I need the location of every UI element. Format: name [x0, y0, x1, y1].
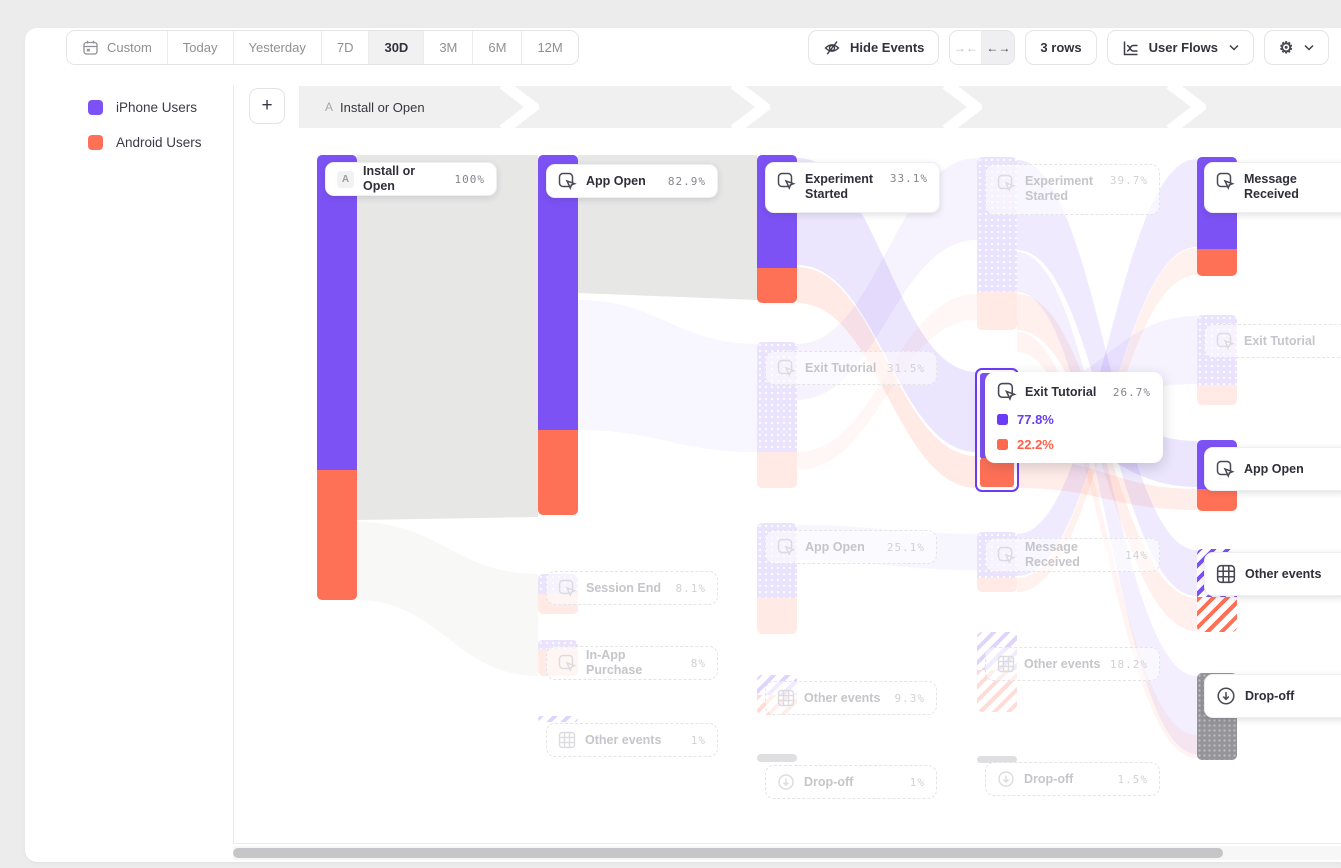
event-icon — [997, 382, 1017, 402]
event-icon — [777, 172, 796, 191]
legend-label: iPhone Users — [116, 100, 198, 115]
tooltip-android-row: 22.2% — [997, 437, 1151, 452]
node-card-drop-off[interactable]: Drop-off 1.5% — [985, 762, 1160, 796]
collapse-expand-toggle: →← ←→ — [949, 30, 1016, 65]
settings-dropdown[interactable]: ⚙ — [1263, 30, 1330, 65]
segment-iphone — [538, 155, 578, 430]
drop-off-icon — [777, 773, 795, 791]
step-breadcrumb-bar[interactable]: A Install or Open — [299, 86, 1341, 128]
node-bar-install-or-open[interactable] — [317, 155, 357, 600]
grid-icon — [997, 655, 1015, 673]
user-flows-chart-icon — [1122, 39, 1140, 57]
node-card-other-events[interactable]: Other events — [1204, 552, 1341, 596]
event-icon — [1216, 332, 1235, 351]
node-card-other-events[interactable]: Other events 9.3% — [765, 681, 937, 715]
step-chevron-icon — [1166, 86, 1206, 128]
legend-item-iphone-users[interactable]: iPhone Users — [88, 100, 197, 115]
iphone-users-swatch — [88, 100, 103, 115]
legend-item-android-users[interactable]: Android Users — [88, 135, 202, 150]
event-icon — [997, 546, 1016, 565]
node-bar-other-events-faded[interactable] — [538, 716, 578, 722]
android-users-swatch — [997, 439, 1008, 450]
calendar-icon — [82, 39, 99, 56]
drop-off-icon — [1216, 686, 1236, 706]
view-type-dropdown[interactable]: User Flows — [1106, 30, 1254, 65]
chevron-down-icon — [1229, 44, 1239, 51]
node-card-session-end[interactable]: Session End 8.1% — [546, 571, 718, 605]
segment-android — [1197, 489, 1237, 511]
node-card-exit-tutorial[interactable]: Exit Tutorial — [1204, 324, 1341, 358]
drop-off-icon — [997, 770, 1015, 788]
bottom-divider — [233, 843, 1341, 844]
node-card-drop-off[interactable]: Drop-off 1% — [765, 765, 937, 799]
date-range-7d[interactable]: 7D — [321, 31, 370, 64]
node-card-other-events[interactable]: Other events 18.2% — [985, 647, 1160, 681]
iphone-users-swatch — [997, 414, 1008, 425]
date-range-3m[interactable]: 3M — [424, 31, 474, 64]
gear-icon: ⚙ — [1278, 39, 1294, 57]
date-range-label: Custom — [107, 40, 152, 55]
horizontal-scrollbar[interactable] — [233, 846, 1341, 860]
android-users-swatch — [88, 135, 103, 150]
grid-icon — [1216, 564, 1236, 584]
event-icon — [997, 174, 1016, 193]
step-chevron-icon — [730, 86, 770, 128]
chevron-down-icon — [1304, 44, 1314, 51]
sidebar-divider — [233, 85, 234, 843]
eye-off-icon — [823, 39, 841, 57]
node-card-in-app-purchase[interactable]: In-App Purchase 8% — [546, 646, 718, 680]
segment-android — [1197, 249, 1237, 276]
collapse-columns-button[interactable]: →← — [950, 31, 983, 64]
node-bar-app-open[interactable] — [538, 155, 578, 515]
date-range-yesterday[interactable]: Yesterday — [233, 31, 322, 64]
event-icon — [558, 172, 577, 191]
add-step-button[interactable]: + — [249, 88, 285, 124]
toolbar-right: Hide Events →← ←→ 3 rows User Flows ⚙ — [808, 30, 1330, 65]
segment-iphone — [317, 155, 357, 470]
event-icon — [1216, 460, 1235, 479]
node-card-app-open[interactable]: App Open — [1204, 447, 1341, 491]
expand-columns-button[interactable]: ←→ — [982, 31, 1015, 64]
node-card-message-received[interactable]: Message Received — [1204, 162, 1341, 213]
date-range-12m[interactable]: 12M — [522, 31, 578, 64]
step-chevron-icon — [942, 86, 982, 128]
segment-android — [757, 268, 797, 303]
node-card-other-events[interactable]: Other events 1% — [546, 723, 718, 757]
event-icon — [777, 359, 796, 378]
segment-android — [538, 430, 578, 515]
event-icon — [1216, 172, 1235, 191]
node-card-message-received[interactable]: Message Received 14% — [985, 538, 1160, 572]
date-range-6m[interactable]: 6M — [473, 31, 523, 64]
grid-icon — [777, 689, 795, 707]
step-chevron-icon — [499, 86, 539, 128]
scrollbar-thumb[interactable] — [233, 848, 1223, 858]
hide-events-button[interactable]: Hide Events — [808, 30, 940, 65]
event-icon — [777, 538, 796, 557]
rows-button[interactable]: 3 rows — [1025, 30, 1097, 65]
node-card-experiment-started[interactable]: Experiment Started 33.1% — [765, 162, 940, 213]
node-card-exit-tutorial[interactable]: Exit Tutorial 31.5% — [765, 351, 937, 385]
node-card-drop-off[interactable]: Drop-off — [1204, 674, 1341, 718]
legend-label: Android Users — [116, 135, 202, 150]
node-card-experiment-started[interactable]: Experiment Started 39.7% — [985, 164, 1160, 215]
node-card-app-open[interactable]: App Open 25.1% — [765, 530, 937, 564]
date-range-30d[interactable]: 30D — [369, 31, 425, 64]
breadcrumb: A Install or Open — [325, 99, 425, 115]
date-range-custom[interactable]: Custom — [67, 31, 168, 64]
step-a-badge: A — [337, 170, 354, 188]
node-card-install-or-open[interactable]: A Install or Open 100% — [325, 162, 497, 196]
date-range-today[interactable]: Today — [167, 31, 234, 64]
grid-icon — [558, 731, 576, 749]
exit-tutorial-tooltip: Exit Tutorial 26.7% 77.8% 22.2% — [985, 372, 1163, 463]
tooltip-iphone-row: 77.8% — [997, 412, 1151, 427]
event-icon — [558, 579, 577, 598]
node-bar-drop-off-faded[interactable] — [757, 754, 797, 762]
date-range-group: Custom Today Yesterday 7D 30D 3M 6M 12M — [66, 30, 579, 65]
event-icon — [558, 654, 577, 673]
segment-android — [317, 470, 357, 600]
node-card-app-open[interactable]: App Open 82.9% — [546, 164, 718, 198]
node-bar-drop-off-faded[interactable] — [977, 756, 1017, 763]
